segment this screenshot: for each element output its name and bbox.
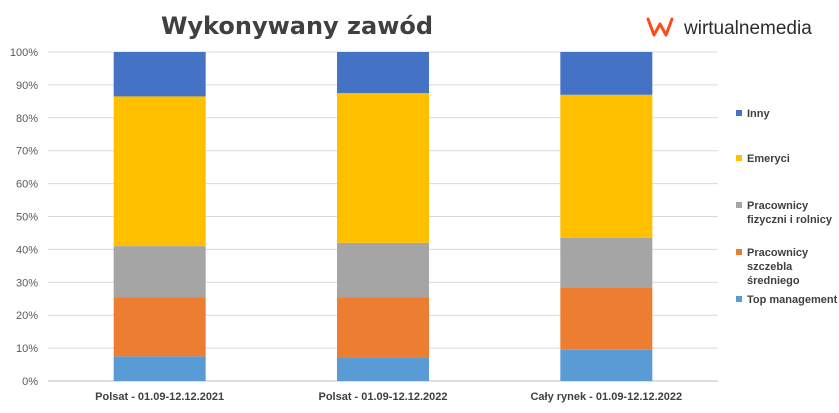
- chart-title: Wykonywany zawód: [161, 12, 433, 40]
- y-tick-label: 60%: [16, 179, 38, 191]
- legend-label: Top management: [747, 294, 838, 306]
- brand-name: wirtualnemedia: [683, 18, 812, 39]
- bar-segment-0-0: [113, 356, 206, 381]
- legend-label: Pracownicy szczebla średniego: [747, 247, 809, 287]
- bar-segment-2-2: [560, 237, 653, 288]
- legend-swatch: [736, 296, 742, 302]
- y-tick-label: 50%: [16, 212, 38, 224]
- bar-segment-0-4: [113, 52, 206, 97]
- bar-segment-2-3: [560, 94, 653, 238]
- bar-segment-1-2: [337, 242, 429, 298]
- bar-segment-0-1: [113, 297, 206, 357]
- bar-segment-1-3: [337, 93, 429, 243]
- wirtualnemedia-logo-icon: [646, 17, 674, 37]
- legend-swatch: [736, 155, 742, 161]
- y-tick-label: 80%: [16, 113, 38, 125]
- x-category-label: Polsat - 01.09-12.12.2022: [318, 391, 447, 403]
- bar-segment-1-0: [337, 357, 429, 381]
- bar-segment-0-2: [113, 246, 206, 298]
- y-tick-label: 90%: [16, 80, 38, 92]
- y-tick-label: 70%: [16, 146, 38, 158]
- y-tick-label: 10%: [16, 343, 38, 355]
- legend-label: Emeryci: [747, 153, 790, 165]
- legend-swatch: [736, 249, 742, 255]
- y-tick-label: 40%: [16, 244, 38, 256]
- legend-label: Pracownicy fizyczni i rolnicy: [747, 200, 833, 226]
- bar-segment-2-0: [560, 349, 653, 381]
- legend-label: Inny: [747, 108, 770, 120]
- bar-segment-2-1: [560, 287, 653, 350]
- legend-swatch: [736, 110, 742, 116]
- y-tick-label: 100%: [10, 47, 38, 59]
- bar-segment-2-4: [560, 52, 653, 95]
- x-category-label: Cały rynek - 01.09-12.12.2022: [530, 391, 682, 403]
- legend-swatch: [736, 202, 742, 208]
- brand-logo: wirtualnemedia: [646, 17, 812, 39]
- bar-segment-1-1: [337, 297, 429, 358]
- y-tick-label: 30%: [16, 277, 38, 289]
- y-tick-label: 20%: [16, 310, 38, 322]
- bar-segment-0-3: [113, 96, 206, 247]
- y-tick-label: 0%: [22, 376, 38, 388]
- x-category-label: Polsat - 01.09-12.12.2021: [95, 391, 224, 403]
- bar-segment-1-4: [337, 52, 429, 94]
